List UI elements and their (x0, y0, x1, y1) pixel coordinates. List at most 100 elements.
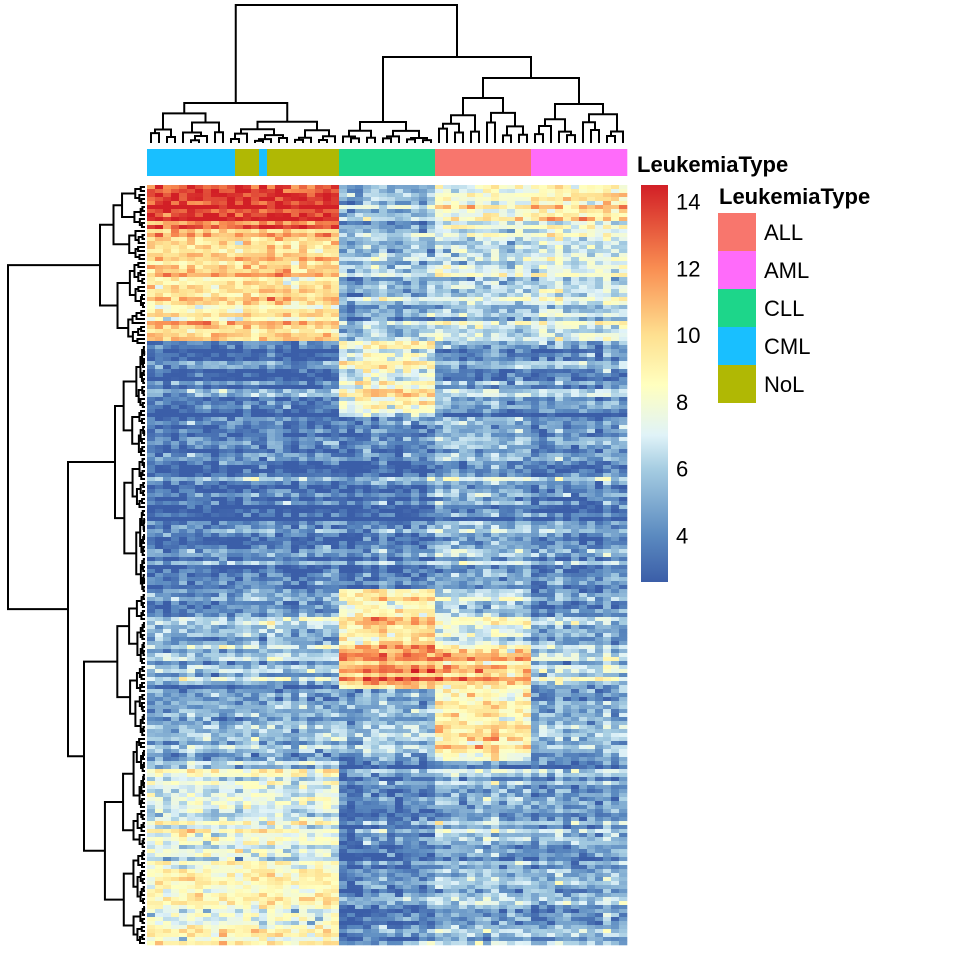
heatmap-cell (435, 413, 444, 418)
heatmap-cell (227, 449, 236, 454)
heatmap-cell (459, 225, 468, 230)
heatmap-cell (267, 329, 276, 334)
heatmap-cell (571, 333, 580, 338)
heatmap-cell (299, 237, 308, 242)
heatmap-cell (187, 513, 196, 518)
heatmap-cell (299, 201, 308, 206)
heatmap-cell (571, 441, 580, 446)
heatmap-cell (339, 245, 348, 250)
heatmap-cell (411, 209, 420, 214)
heatmap-cell (507, 349, 516, 354)
heatmap-cell (547, 489, 556, 494)
heatmap-cell (579, 341, 588, 346)
heatmap-cell (347, 301, 356, 306)
heatmap-cell (595, 261, 604, 266)
heatmap-cell (459, 329, 468, 334)
heatmap-cell (323, 285, 332, 290)
heatmap-cell (227, 373, 236, 378)
heatmap-cell (163, 325, 172, 330)
heatmap-cell (491, 329, 500, 334)
heatmap-cell (379, 197, 388, 202)
heatmap-cell (491, 485, 500, 490)
heatmap-cell (395, 245, 404, 250)
heatmap-cell (299, 253, 308, 258)
heatmap-cell (203, 353, 212, 358)
heatmap-cell (379, 345, 388, 350)
heatmap-cell (155, 309, 164, 314)
heatmap-cell (387, 405, 396, 410)
heatmap-cell (227, 505, 236, 510)
heatmap-cell (619, 289, 628, 294)
heatmap-cell (571, 349, 580, 354)
heatmap-cell (403, 373, 412, 378)
heatmap-cell (235, 345, 244, 350)
heatmap-cell (571, 413, 580, 418)
heatmap-cell (523, 233, 532, 238)
heatmap-cell (619, 309, 628, 314)
heatmap-cell (507, 449, 516, 454)
heatmap-cell (539, 457, 548, 462)
heatmap-cell (307, 317, 316, 322)
heatmap-cell (403, 497, 412, 502)
heatmap-cell (363, 397, 372, 402)
heatmap-cell (547, 397, 556, 402)
heatmap-cell (355, 409, 364, 414)
heatmap-cell (163, 493, 172, 498)
heatmap-cell (179, 293, 188, 298)
heatmap-cell (307, 237, 316, 242)
heatmap-cell (147, 197, 156, 202)
heatmap-cell (275, 497, 284, 502)
heatmap-cell (539, 505, 548, 510)
heatmap-cell (435, 193, 444, 198)
heatmap-cell (427, 229, 436, 234)
heatmap-cell (595, 253, 604, 258)
heatmap-cell (451, 253, 460, 258)
heatmap-cell (539, 489, 548, 494)
heatmap-cell (603, 237, 612, 242)
heatmap-cell (419, 297, 428, 302)
heatmap-cell (531, 221, 540, 226)
heatmap-cell (395, 253, 404, 258)
heatmap-cell (419, 453, 428, 458)
heatmap-cell (307, 401, 316, 406)
heatmap-cell (467, 401, 476, 406)
heatmap-cell (211, 253, 220, 258)
heatmap-cell (291, 505, 300, 510)
heatmap-cell (355, 381, 364, 386)
heatmap-cell (275, 425, 284, 430)
heatmap-cell (387, 373, 396, 378)
heatmap-cell (555, 341, 564, 346)
heatmap-cell (571, 357, 580, 362)
heatmap-cell (443, 385, 452, 390)
heatmap-cell (227, 353, 236, 358)
heatmap-cell (619, 433, 628, 438)
heatmap-cell (555, 225, 564, 230)
heatmap-cell (427, 481, 436, 486)
heatmap-cell (395, 185, 404, 190)
heatmap-cell (555, 273, 564, 278)
heatmap-cell (379, 341, 388, 346)
heatmap-cell (291, 357, 300, 362)
heatmap-cell (467, 437, 476, 442)
heatmap-cell (379, 229, 388, 234)
heatmap-cell (331, 317, 340, 322)
heatmap-cell (515, 305, 524, 310)
heatmap-cell (251, 197, 260, 202)
heatmap-cell (299, 473, 308, 478)
heatmap-cell (571, 417, 580, 422)
heatmap-cell (491, 433, 500, 438)
heatmap-cell (267, 429, 276, 434)
heatmap-cell (147, 365, 156, 370)
heatmap-cell (547, 341, 556, 346)
heatmap-cell (587, 457, 596, 462)
heatmap-cell (275, 365, 284, 370)
heatmap-cell (195, 265, 204, 270)
heatmap-cell (347, 385, 356, 390)
heatmap-cell (491, 221, 500, 226)
heatmap-cell (403, 469, 412, 474)
heatmap-cell (275, 517, 284, 522)
heatmap-cell (171, 449, 180, 454)
heatmap-cell (459, 277, 468, 282)
heatmap-cell (619, 269, 628, 274)
heatmap-cell (587, 237, 596, 242)
